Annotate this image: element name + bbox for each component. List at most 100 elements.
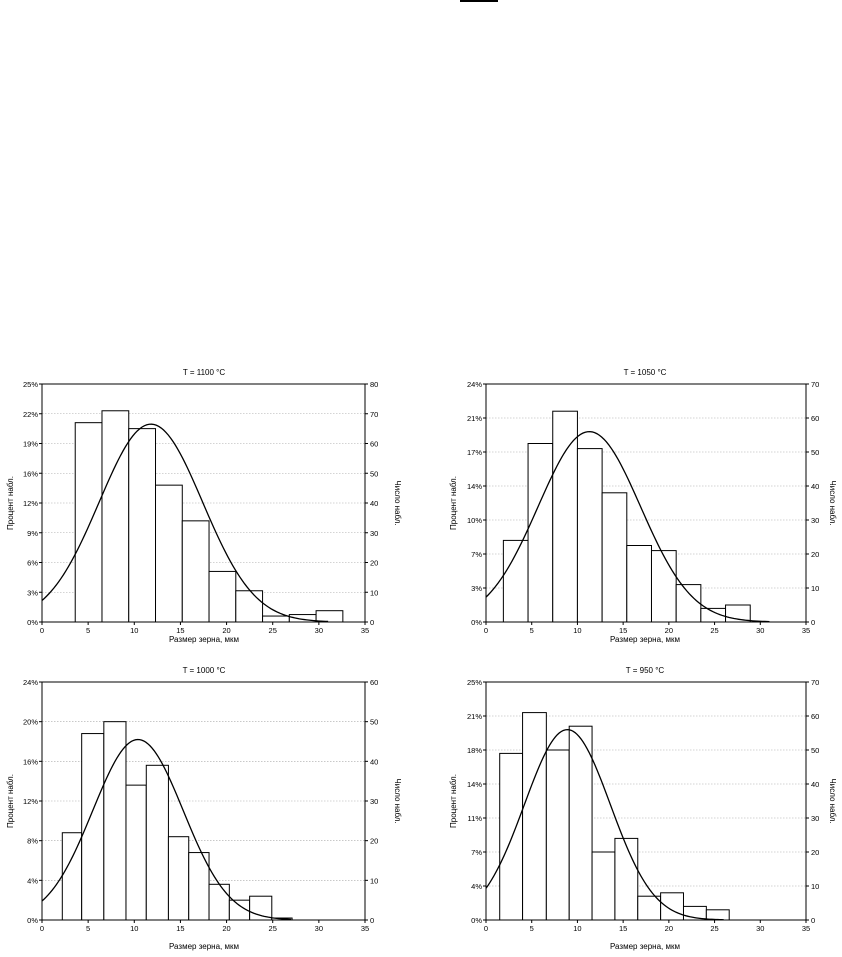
histogram-bar [81, 733, 105, 921]
histogram-bar [125, 784, 147, 921]
y-tick-label: 19% [23, 440, 38, 449]
y-tick-label: 16% [23, 469, 38, 478]
x-tick-label: 30 [756, 626, 764, 635]
histogram-bar [249, 895, 273, 921]
chart-title: T = 950 °C [626, 666, 665, 675]
histogram-bar [637, 895, 662, 921]
y-tick-label: 7% [471, 848, 482, 857]
histogram-bar [626, 545, 652, 623]
y2-tick-label: 80 [370, 380, 378, 389]
y-tick-label: 0% [471, 618, 482, 627]
x-tick-label: 20 [222, 924, 230, 933]
x-tick-label: 5 [86, 626, 90, 635]
y-tick-label: 4% [471, 882, 482, 891]
x-tick-label: 25 [269, 924, 277, 933]
histogram-bar [502, 539, 529, 623]
y-tick-label: 12% [23, 499, 38, 508]
x-tick-label: 0 [40, 924, 44, 933]
y2-tick-label: 10 [370, 876, 378, 885]
y-tick-label: 21% [467, 712, 482, 721]
histogram-bar [315, 610, 344, 623]
x-axis-label: Размер зерна, мкм [610, 635, 680, 644]
histogram-bar [61, 832, 83, 921]
y-tick-label: 3% [27, 588, 38, 597]
y-tick-label: 25% [467, 678, 482, 687]
x-tick-label: 30 [315, 626, 323, 635]
histogram-bar [499, 752, 524, 921]
histogram-bar [601, 492, 628, 623]
histogram-bar [145, 764, 169, 921]
histogram-bar [591, 851, 616, 921]
y2-tick-label: 60 [370, 440, 378, 449]
y2-tick-label: 40 [370, 757, 378, 766]
y-tick-label: 25% [23, 380, 38, 389]
y2-axis-label: Число набл. [393, 778, 402, 823]
x-tick-label: 5 [530, 626, 534, 635]
chart-1050: T = 1050 °C Размер зерна, мкм Процент на… [449, 368, 837, 644]
y-tick-label: 10% [467, 516, 482, 525]
plot-frame [485, 383, 807, 623]
y-tick-label: 8% [27, 837, 38, 846]
histogram-bar [675, 584, 702, 623]
histogram-bar [74, 422, 103, 623]
y-axis-label: Процент набл. [449, 774, 458, 828]
y-tick-label: 14% [467, 482, 482, 491]
histogram-bar [167, 836, 190, 921]
y2-tick-label: 0 [370, 618, 374, 627]
histogram-bar [181, 520, 210, 623]
x-tick-label: 15 [176, 924, 184, 933]
chart-title: T = 1100 °C [183, 368, 225, 377]
histogram-bar [650, 550, 677, 623]
y2-tick-label: 70 [370, 410, 378, 419]
y2-tick-label: 0 [811, 618, 815, 627]
y2-tick-label: 0 [811, 916, 815, 925]
y2-tick-label: 20 [370, 837, 378, 846]
y-axis-label: Процент набл. [6, 774, 15, 828]
chart-title: T = 1050 °C [624, 368, 667, 377]
y-tick-label: 24% [467, 380, 482, 389]
x-tick-label: 35 [802, 924, 810, 933]
y-tick-label: 18% [467, 746, 482, 755]
histogram-bar [522, 712, 547, 921]
y-tick-label: 16% [23, 757, 38, 766]
y2-tick-label: 50 [811, 746, 819, 755]
y2-tick-label: 40 [811, 780, 819, 789]
histogram-bar [128, 428, 157, 623]
histogram-bar [552, 410, 578, 623]
normal-fit-curve [41, 423, 329, 623]
histogram-bar [103, 721, 127, 921]
x-axis-label: Размер зерна, мкм [169, 942, 239, 951]
y2-axis-label: Число набл. [393, 480, 402, 525]
y2-tick-label: 70 [811, 678, 819, 687]
x-tick-label: 20 [222, 626, 230, 635]
y-axis-label: Процент набл. [6, 476, 15, 530]
y2-tick-label: 60 [811, 414, 819, 423]
y2-tick-label: 30 [811, 516, 819, 525]
y2-axis-label: Число набл. [828, 778, 837, 823]
chart-1000: T = 1000 °C Размер зерна, мкм Процент на… [6, 666, 402, 951]
y-tick-label: 20% [23, 718, 38, 727]
y2-tick-label: 20 [370, 559, 378, 568]
y2-tick-label: 10 [811, 882, 819, 891]
x-tick-label: 35 [361, 924, 369, 933]
normal-fit-curve [485, 728, 724, 921]
y2-tick-label: 70 [811, 380, 819, 389]
plot-frame [485, 681, 807, 921]
x-tick-label: 15 [176, 626, 184, 635]
y-axis-label: Процент набл. [449, 476, 458, 530]
normal-fit-curve [485, 430, 770, 623]
x-tick-label: 25 [710, 924, 718, 933]
x-tick-label: 30 [315, 924, 323, 933]
y-tick-label: 17% [467, 448, 482, 457]
y-tick-label: 7% [471, 550, 482, 559]
y2-tick-label: 20 [811, 848, 819, 857]
x-axis-label: Размер зерна, мкм [169, 635, 239, 644]
x-tick-label: 25 [710, 626, 718, 635]
histogram-bar [262, 615, 290, 623]
histogram-bar [208, 570, 237, 623]
histogram-bar [568, 725, 593, 921]
y2-tick-label: 40 [811, 482, 819, 491]
histogram-bar [208, 883, 230, 921]
y2-tick-label: 50 [811, 448, 819, 457]
x-tick-label: 20 [665, 924, 673, 933]
